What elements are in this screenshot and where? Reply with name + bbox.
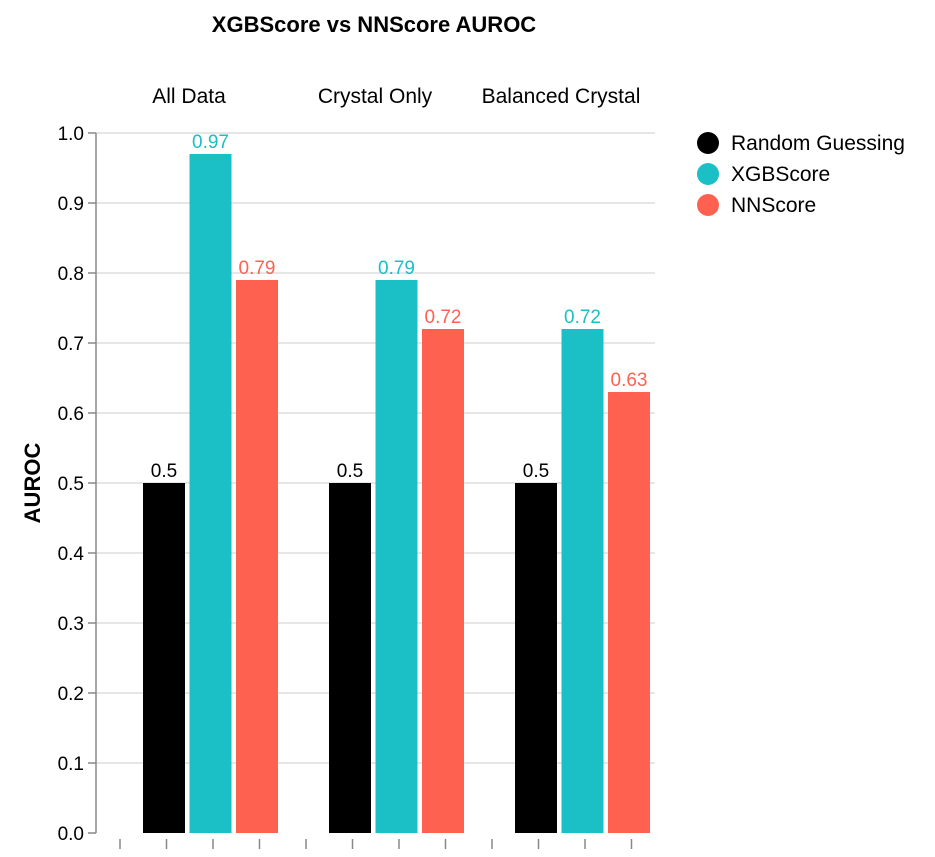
y-tick-label: 0.0 (58, 824, 84, 845)
data-labels: 0.5 0.97 0.79 0.5 0.79 0.72 0.5 0.72 0.63 (151, 132, 648, 482)
data-label: 0.79 (378, 258, 415, 279)
legend-label: Random Guessing (731, 132, 905, 155)
y-tick-label: 0.2 (58, 684, 84, 705)
bar-random-guessing (515, 483, 557, 833)
data-label: 0.5 (337, 461, 363, 482)
bar-xgbscore (375, 280, 418, 833)
bar-xgbscore (561, 329, 604, 833)
data-label: 0.97 (192, 132, 229, 153)
facet-label: All Data (152, 85, 226, 108)
data-label: 0.5 (151, 461, 177, 482)
data-label: 0.72 (564, 307, 601, 328)
bar-nnscore (608, 392, 650, 833)
y-tick-label: 0.4 (58, 544, 85, 565)
y-tick-label: 0.5 (58, 474, 84, 495)
y-tick-label: 0.6 (58, 404, 84, 425)
data-label: 0.5 (523, 461, 549, 482)
legend-marker (697, 163, 719, 185)
data-label: 0.72 (425, 307, 462, 328)
y-tick-label: 0.1 (58, 754, 84, 775)
bar-xgbscore (189, 154, 232, 833)
bars (143, 154, 650, 833)
data-label: 0.63 (611, 370, 648, 391)
legend-label: XGBScore (731, 163, 830, 186)
facet-label: Crystal Only (318, 85, 433, 108)
y-tick-label: 0.3 (58, 614, 84, 635)
data-label: 0.79 (239, 258, 276, 279)
bar-random-guessing (329, 483, 371, 833)
facet-label: Balanced Crystal (482, 85, 641, 108)
y-tick-label: 0.7 (58, 334, 84, 355)
legend: Random Guessing XGBScore NNScore (697, 132, 905, 217)
bar-random-guessing (143, 483, 185, 833)
y-tick-label: 0.8 (58, 264, 84, 285)
bar-nnscore (236, 280, 278, 833)
y-axis-label: AUROC (20, 443, 45, 524)
facet-labels: All Data Crystal Only Balanced Crystal (152, 85, 640, 108)
y-axis: 0.0 0.1 0.2 0.3 0.4 0.5 0.6 0.7 0.8 0.9 1.0 (58, 124, 633, 849)
chart-title: XGBScore vs NNScore AUROC (212, 12, 537, 37)
legend-marker (697, 194, 719, 216)
legend-label: NNScore (731, 194, 816, 217)
y-tick-label: 0.9 (58, 194, 84, 215)
y-tick-label: 1.0 (58, 124, 84, 145)
legend-marker (697, 132, 719, 154)
bar-nnscore (422, 329, 464, 833)
